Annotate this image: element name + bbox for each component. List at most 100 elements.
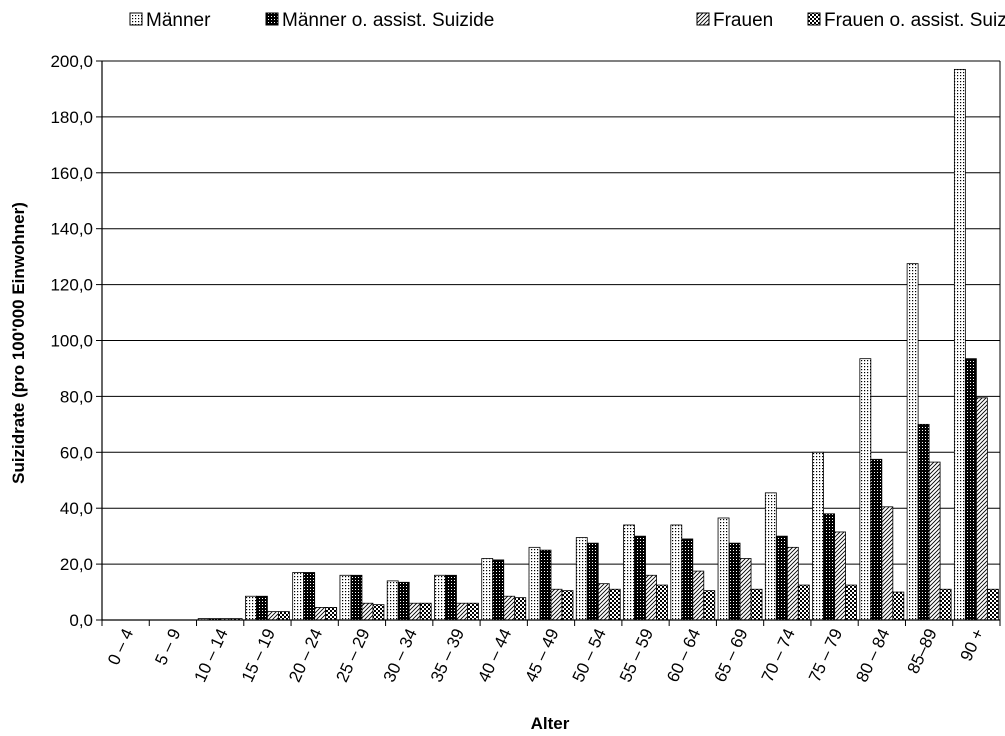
x-tick-label: 45 – 49 [521,626,562,685]
bar [845,584,857,621]
bar [314,607,327,621]
bar [325,607,338,621]
bar [445,574,457,621]
bar [964,358,977,621]
legend-swatch [807,12,821,26]
legend-swatch [129,12,143,26]
bar [834,531,846,621]
bar [434,574,446,621]
bar [928,461,941,621]
bar [528,546,541,621]
bar [892,591,905,621]
x-tick-label: 15 – 19 [238,626,279,685]
bar [645,574,657,621]
bar [670,524,683,621]
x-axis-title: Alter [531,714,570,733]
x-tick-label: 10 – 14 [191,626,232,685]
bar [372,604,385,621]
bar [339,574,352,621]
bar [292,572,305,621]
x-tick-label: 20 – 24 [285,626,326,685]
bar [503,595,516,621]
series-1 [208,358,977,621]
bar [906,263,919,621]
bar [870,458,883,621]
series-0 [197,68,966,621]
bar [419,602,432,621]
bar [575,537,588,621]
x-tick-label: 85–89 [904,626,941,677]
bar [467,602,479,621]
y-tick-label: 200,0 [50,52,93,71]
bar [797,584,810,621]
series-2 [219,397,988,621]
bar [728,542,741,621]
bar [267,611,279,621]
x-tick-label: 50 – 54 [569,626,610,685]
bar [750,588,763,621]
bar [386,580,399,621]
legend-label: Frauen o. assist. Suizide [824,10,1005,31]
legend-swatch [696,12,710,26]
bar [492,559,505,621]
x-tick-label: 40 – 44 [474,626,515,685]
legend: Männer Männer o. assist. Suizide Frauen Fra… [129,10,1005,31]
bar [681,538,694,621]
bars [197,68,999,621]
bar [812,451,824,621]
series-3 [230,584,999,621]
bar [717,517,730,621]
y-tick-label: 0,0 [69,611,93,630]
bar [881,506,894,621]
bar [608,588,621,621]
bar [975,397,988,621]
x-tick-label: 80 – 84 [852,626,893,685]
bar [514,597,527,621]
bar [278,611,290,621]
bar [597,583,610,621]
bar [703,590,716,621]
y-tick-label: 180,0 [50,108,93,127]
bar [408,602,421,621]
bar [764,492,777,621]
bar [939,588,952,621]
bar [245,595,257,621]
bar [561,590,574,621]
x-tick-label: 0 – 4 [104,626,137,668]
legend-label: Männer o. assist. Suizide [282,10,494,31]
bar [623,524,635,621]
x-tick-label: 65 – 69 [710,626,751,685]
bar [739,558,752,621]
bar [550,588,563,621]
bar [917,423,930,621]
y-axis-title: Suizidrate (pro 100'000 Einwohner) [9,202,28,484]
bar [859,358,872,621]
x-tick-label: 70 – 74 [758,626,799,685]
y-tick-label: 20,0 [60,555,93,574]
legend-entry: Männer o. assist. Suizide [265,10,494,31]
bar [775,535,788,621]
x-tick-label: 25 – 29 [332,626,373,685]
bar [656,584,668,621]
bar [481,558,494,621]
y-tick-label: 80,0 [60,387,93,406]
bar [823,513,835,621]
bar [456,602,468,621]
y-tick-label: 160,0 [50,164,93,183]
x-tick-label: 75 – 79 [805,626,846,685]
bar [397,581,410,621]
bar [256,595,268,621]
y-tick-label: 140,0 [50,220,93,239]
y-tick-label: 40,0 [60,499,93,518]
y-tick-label: 100,0 [50,332,93,351]
y-tick-label: 60,0 [60,443,93,462]
bar [303,572,316,621]
bar [539,549,552,621]
legend-entry: Männer [129,10,211,31]
bar [986,588,999,621]
x-tick-label: 35 – 39 [427,626,468,685]
bar [350,574,363,621]
bar [953,68,966,621]
